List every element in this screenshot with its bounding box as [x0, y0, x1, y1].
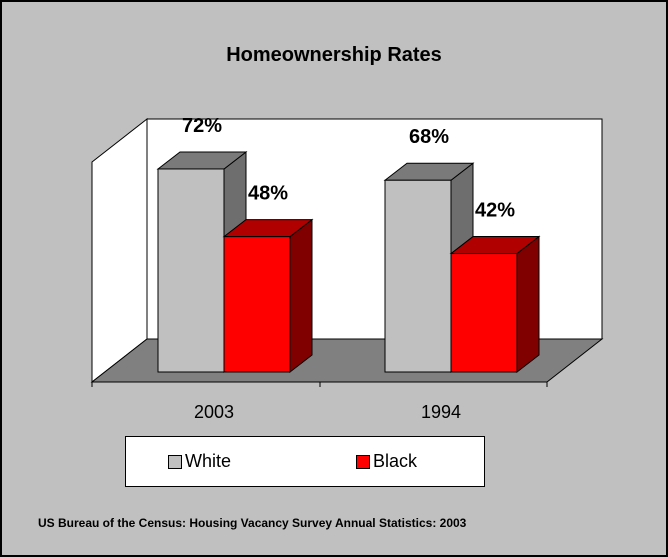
legend-label-white: White	[185, 451, 232, 471]
bar-2003-white	[157, 168, 225, 373]
legend-swatch-black	[356, 454, 370, 469]
data-label-2003-black: 48%	[248, 183, 288, 205]
bar-1994-white	[384, 179, 452, 373]
legend: White Black	[125, 436, 485, 487]
legend-swatch-white	[168, 454, 182, 469]
legend-item-black: Black	[356, 451, 417, 472]
data-label-2003-white: 72%	[182, 115, 222, 137]
category-label-2003: 2003	[194, 402, 234, 422]
bar-1994-black	[450, 253, 518, 373]
side-wall	[91, 117, 148, 384]
legend-label-black: Black	[373, 451, 418, 471]
data-label-1994-white: 68%	[409, 126, 449, 148]
bar-side-2003-black	[289, 218, 313, 374]
bar-2003-black	[223, 236, 291, 373]
bar-side-1994-black	[516, 235, 540, 374]
source-note: US Bureau of the Census: Housing Vacancy…	[38, 516, 467, 530]
data-label-1994-black: 42%	[475, 200, 515, 222]
legend-item-white: White	[168, 451, 231, 472]
category-label-1994: 1994	[421, 402, 461, 422]
chart-title: Homeownership Rates	[226, 44, 442, 66]
labels-layer: 72% 48% 2003 68% 42% 1994	[182, 115, 515, 422]
bars-layer	[156, 150, 541, 374]
